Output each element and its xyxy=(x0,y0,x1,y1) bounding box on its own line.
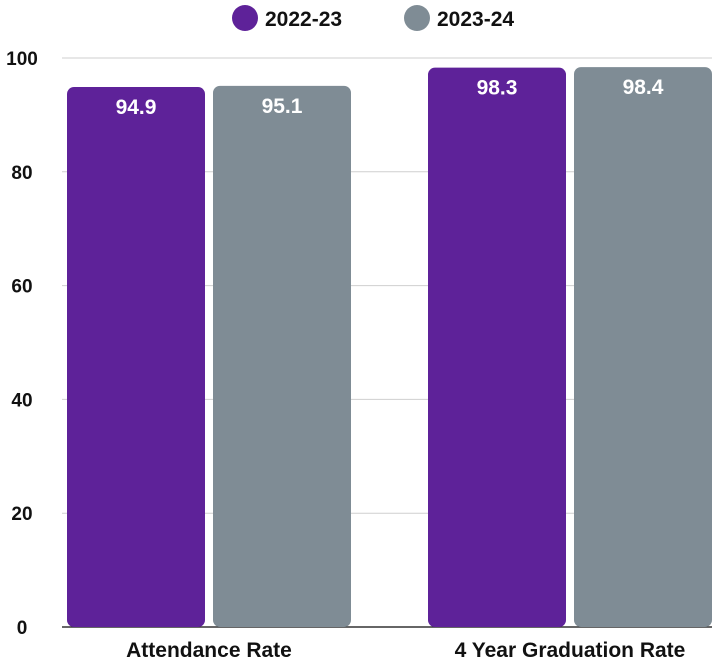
x-category-label: 4 Year Graduation Rate xyxy=(455,639,686,662)
y-axis-ticks: 0 20 40 60 80 100 xyxy=(6,49,38,639)
y-tick-label: 40 xyxy=(11,390,32,411)
legend: 2022-23 2023-24 xyxy=(232,5,514,31)
y-tick-label: 0 xyxy=(17,618,28,639)
y-tick-label: 80 xyxy=(11,163,32,184)
x-category-label: Attendance Rate xyxy=(126,639,292,662)
data-label: 98.3 xyxy=(477,77,518,100)
data-label: 94.9 xyxy=(116,96,157,119)
legend-swatch xyxy=(404,5,430,31)
bar-2022-23-1 xyxy=(428,67,566,628)
bar-2023-24-0 xyxy=(213,85,351,628)
x-axis-categories: Attendance Rate 4 Year Graduation Rate xyxy=(126,639,685,662)
y-tick-label: 20 xyxy=(11,504,32,525)
bar-2022-23-0 xyxy=(67,87,205,628)
y-tick-label: 100 xyxy=(6,49,38,70)
legend-label: 2022-23 xyxy=(265,8,342,31)
bars xyxy=(67,67,712,628)
data-label: 95.1 xyxy=(262,95,303,118)
legend-label: 2023-24 xyxy=(437,8,514,31)
data-label: 98.4 xyxy=(623,76,664,99)
legend-swatch xyxy=(232,5,258,31)
bar-2023-24-1 xyxy=(574,67,712,627)
y-tick-label: 60 xyxy=(11,277,32,298)
data-labels: 94.9 95.1 98.3 98.4 xyxy=(116,76,664,119)
